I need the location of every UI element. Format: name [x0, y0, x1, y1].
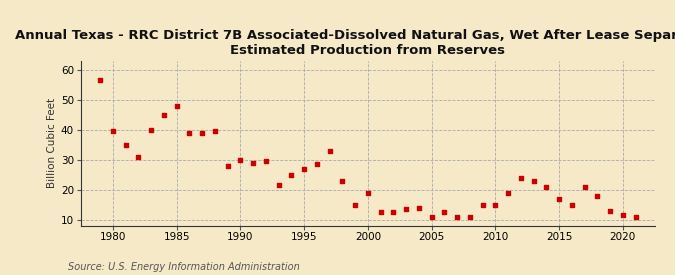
Point: [566, 202, 577, 207]
Point: [401, 207, 412, 211]
Point: [95, 78, 105, 82]
Point: [222, 163, 233, 168]
Point: [630, 214, 641, 219]
Point: [579, 184, 590, 189]
Point: [350, 202, 360, 207]
Point: [477, 202, 488, 207]
Point: [414, 205, 425, 210]
Point: [146, 127, 157, 132]
Point: [362, 190, 373, 195]
Point: [388, 210, 399, 214]
Point: [235, 157, 246, 162]
Point: [299, 166, 310, 171]
Point: [516, 175, 526, 180]
Point: [592, 193, 603, 198]
Point: [107, 129, 118, 133]
Point: [159, 112, 169, 117]
Point: [375, 210, 386, 214]
Point: [311, 162, 322, 166]
Point: [503, 190, 514, 195]
Point: [184, 130, 195, 135]
Point: [324, 148, 335, 153]
Point: [605, 208, 616, 213]
Point: [452, 214, 462, 219]
Point: [261, 159, 271, 163]
Point: [286, 172, 297, 177]
Point: [133, 154, 144, 159]
Point: [541, 184, 551, 189]
Point: [618, 213, 628, 217]
Text: Source: U.S. Energy Information Administration: Source: U.S. Energy Information Administ…: [68, 262, 299, 272]
Point: [196, 130, 207, 135]
Point: [273, 183, 284, 187]
Point: [337, 178, 348, 183]
Title: Annual Texas - RRC District 7B Associated-Dissolved Natural Gas, Wet After Lease: Annual Texas - RRC District 7B Associate…: [15, 29, 675, 57]
Point: [554, 196, 564, 201]
Point: [209, 129, 220, 133]
Point: [171, 103, 182, 108]
Point: [426, 214, 437, 219]
Point: [464, 214, 475, 219]
Y-axis label: Billion Cubic Feet: Billion Cubic Feet: [47, 98, 57, 188]
Point: [120, 142, 131, 147]
Point: [490, 202, 501, 207]
Point: [529, 178, 539, 183]
Point: [439, 210, 450, 214]
Point: [248, 160, 259, 165]
